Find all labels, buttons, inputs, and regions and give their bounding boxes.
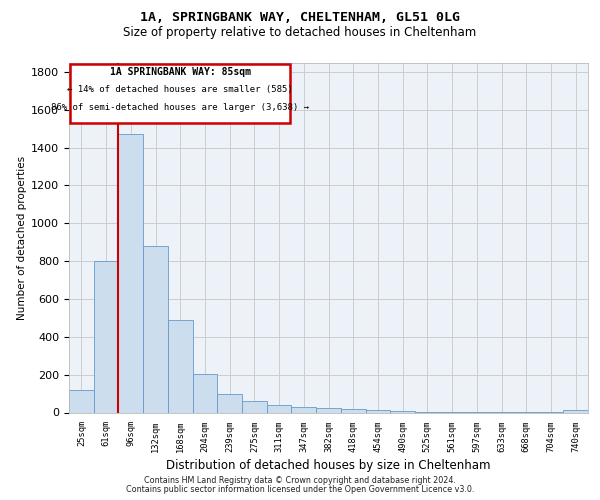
Bar bbox=[70, 64, 290, 123]
Bar bbox=[168, 320, 193, 412]
Bar bbox=[390, 411, 415, 412]
Bar bbox=[267, 405, 292, 412]
Bar bbox=[193, 374, 217, 412]
Bar bbox=[316, 408, 341, 412]
Bar bbox=[563, 410, 588, 412]
Bar bbox=[217, 394, 242, 412]
Text: Contains HM Land Registry data © Crown copyright and database right 2024.: Contains HM Land Registry data © Crown c… bbox=[144, 476, 456, 485]
Text: 1A SPRINGBANK WAY: 85sqm: 1A SPRINGBANK WAY: 85sqm bbox=[110, 67, 251, 77]
Y-axis label: Number of detached properties: Number of detached properties bbox=[17, 156, 27, 320]
Bar bbox=[94, 261, 118, 412]
Bar bbox=[341, 408, 365, 412]
Text: 86% of semi-detached houses are larger (3,638) →: 86% of semi-detached houses are larger (… bbox=[51, 104, 309, 112]
Bar bbox=[365, 410, 390, 412]
Bar bbox=[292, 407, 316, 412]
Bar bbox=[143, 246, 168, 412]
Text: Size of property relative to detached houses in Cheltenham: Size of property relative to detached ho… bbox=[124, 26, 476, 39]
Bar bbox=[69, 390, 94, 412]
Text: ← 14% of detached houses are smaller (585): ← 14% of detached houses are smaller (58… bbox=[67, 85, 293, 94]
Bar bbox=[242, 401, 267, 412]
Text: 1A, SPRINGBANK WAY, CHELTENHAM, GL51 0LG: 1A, SPRINGBANK WAY, CHELTENHAM, GL51 0LG bbox=[140, 11, 460, 24]
Text: Contains public sector information licensed under the Open Government Licence v3: Contains public sector information licen… bbox=[126, 485, 474, 494]
Bar bbox=[118, 134, 143, 412]
X-axis label: Distribution of detached houses by size in Cheltenham: Distribution of detached houses by size … bbox=[166, 458, 491, 471]
